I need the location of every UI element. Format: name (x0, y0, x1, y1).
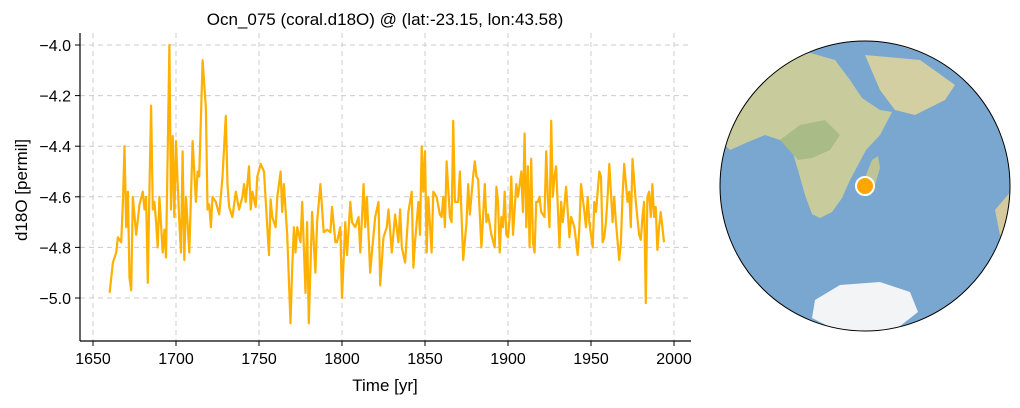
antarctica (812, 282, 918, 331)
site-marker (855, 176, 875, 196)
x-tick-label: 1650 (75, 351, 111, 368)
x-tick-label: 1700 (158, 351, 194, 368)
y-tick-label: −4.8 (39, 240, 71, 257)
x-tick-label: 1850 (407, 351, 443, 368)
globe-outline (719, 40, 1011, 332)
central-africa-forest (780, 120, 840, 160)
x-ticks: 1650 1700 1750 1800 1850 1900 1950 2000 (75, 341, 692, 368)
series-line-ocn-075 (108, 43, 666, 325)
arabia-landmass (865, 55, 955, 115)
x-tick-label: 1950 (573, 351, 609, 368)
y-axis-label: d18O [permil] (12, 139, 31, 241)
x-tick-label: 2000 (656, 351, 692, 368)
x-tick-label: 1750 (241, 351, 277, 368)
globe-map (719, 40, 1011, 332)
y-tick-label: −4.2 (39, 89, 71, 106)
series (108, 43, 666, 325)
x-axis-label: Time [yr] (352, 376, 417, 395)
y-tick-label: −5.0 (39, 291, 71, 308)
y-ticks: −4.0 −4.2 −4.4 −4.6 −4.8 −5.0 (39, 38, 80, 308)
chart-title: Ocn_075 (coral.d18O) @ (lat:-23.15, lon:… (207, 10, 564, 29)
x-tick-label: 1900 (490, 351, 526, 368)
x-tick-label: 1800 (324, 351, 360, 368)
y-tick-label: −4.4 (39, 139, 71, 156)
y-tick-label: −4.0 (39, 38, 71, 55)
y-tick-label: −4.6 (39, 190, 71, 207)
